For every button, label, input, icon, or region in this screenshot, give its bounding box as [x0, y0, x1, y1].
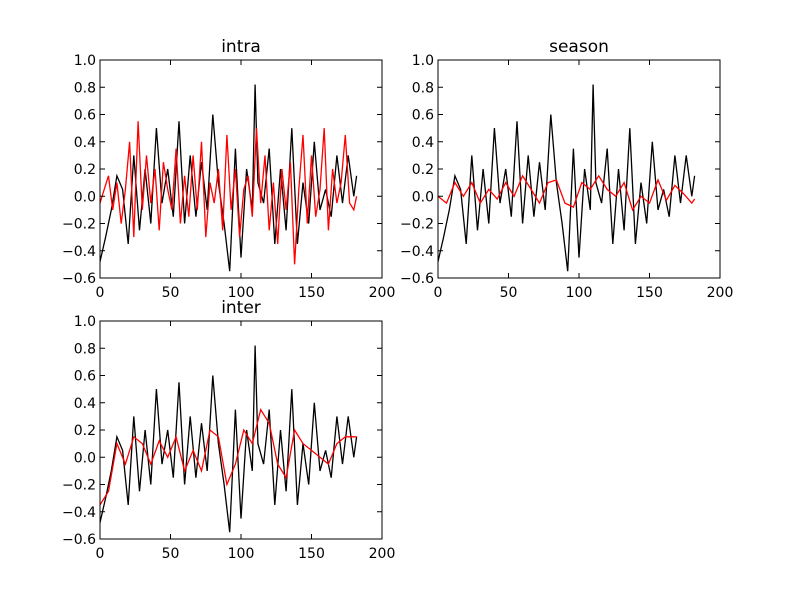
y-tick-label: 1.0	[74, 53, 96, 69]
x-tick-label: 100	[228, 285, 255, 301]
x-tick-label: 0	[434, 285, 443, 301]
x-tick-label: 150	[298, 546, 325, 562]
y-tick-label: 1.0	[74, 314, 96, 330]
y-tick-label: −0.6	[62, 532, 96, 548]
y-tick-label: 0.6	[74, 108, 96, 124]
y-tick-label: −0.2	[62, 217, 96, 233]
y-tick-label: 0.0	[74, 450, 96, 466]
y-tick-label: 1.0	[412, 53, 434, 69]
x-tick-label: 0	[96, 285, 105, 301]
subplot-title: season	[549, 37, 609, 57]
series-line-1	[100, 121, 358, 265]
subplot-0: intra 0 50 100 150 200 −0.6 −0.4 −0.2 0.0 0.2 0.4 0.…	[62, 37, 395, 301]
x-tick-label: 200	[369, 546, 396, 562]
x-tick-label: 50	[162, 546, 180, 562]
subplot-title: inter	[221, 298, 261, 318]
x-tick-label: 200	[369, 285, 396, 301]
y-tick-label: −0.4	[62, 505, 96, 521]
y-tick-label: 0.0	[74, 189, 96, 205]
y-tick-label: 0.2	[74, 423, 96, 439]
y-tick-label: 0.4	[412, 135, 434, 151]
y-tick-label: −0.4	[62, 244, 96, 260]
y-tick-label: −0.6	[400, 271, 434, 287]
x-tick-label: 150	[636, 285, 663, 301]
x-tick-label: 50	[500, 285, 518, 301]
y-tick-label: 0.8	[74, 80, 96, 96]
y-tick-label: 0.0	[412, 189, 434, 205]
x-tick-label: 0	[96, 546, 105, 562]
y-tick-label: 0.4	[74, 135, 96, 151]
y-tick-label: −0.4	[400, 244, 434, 260]
y-tick-label: 0.8	[74, 341, 96, 357]
y-tick-label: −0.2	[400, 217, 434, 233]
y-tick-label: 0.2	[74, 162, 96, 178]
series-line-0	[438, 84, 696, 272]
y-tick-label: −0.2	[62, 478, 96, 494]
y-tick-label: 0.8	[412, 80, 434, 96]
series-line-1	[100, 407, 357, 506]
subplot-title: intra	[221, 37, 261, 57]
x-tick-label: 50	[162, 285, 180, 301]
y-tick-label: −0.6	[62, 271, 96, 287]
x-tick-label: 200	[707, 285, 734, 301]
x-tick-label: 100	[566, 285, 593, 301]
x-tick-label: 150	[298, 285, 325, 301]
series-line-1	[438, 174, 696, 212]
subplot-2: inter 0 50 100 150 200 −0.6 −0.4 −0.2 0.0 0.2 0.4 0.…	[62, 298, 395, 562]
subplot-1: season 0 50 100 150 200 −0.6 −0.4 −0.2 0.0 0.2 0.4 0…	[400, 37, 733, 301]
y-tick-label: 0.6	[412, 108, 434, 124]
y-tick-label: 0.4	[74, 396, 96, 412]
x-tick-label: 100	[228, 546, 255, 562]
y-tick-label: 0.2	[412, 162, 434, 178]
y-tick-label: 0.6	[74, 369, 96, 385]
